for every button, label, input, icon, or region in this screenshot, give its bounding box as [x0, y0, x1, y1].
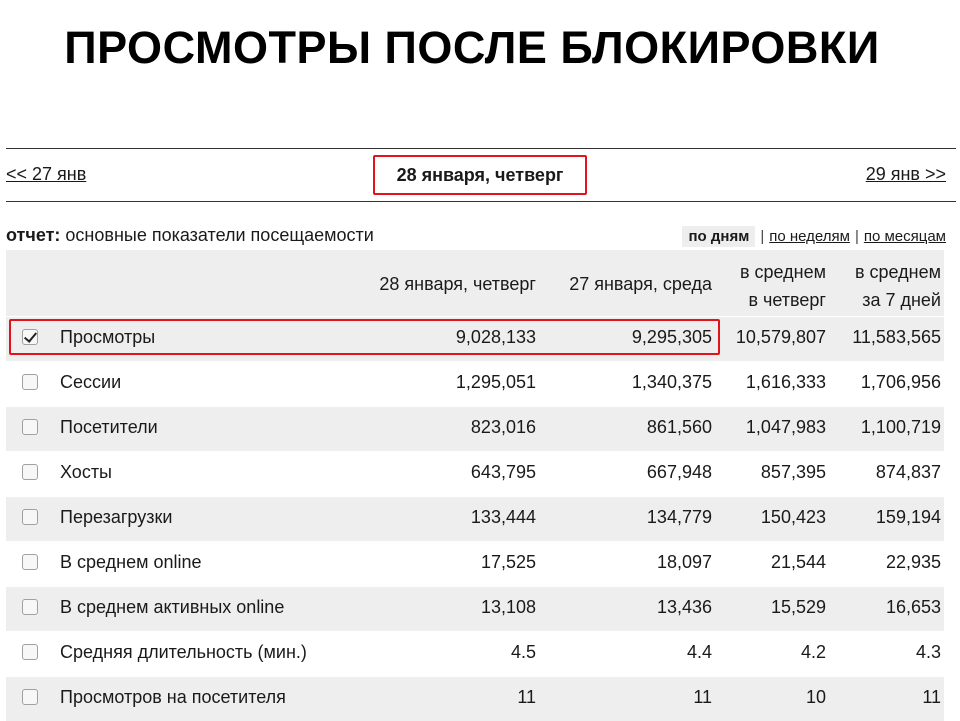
- header-col-avg-7days: в среднем за 7 дней: [826, 258, 941, 314]
- value-today: 643,795: [470, 462, 536, 482]
- table-body: Просмотры 9,028,133 9,295,305 10,579,807 11,…: [6, 317, 944, 721]
- value-avg-7days: 4.3: [915, 642, 941, 662]
- value-avg-7days: 11: [922, 687, 941, 707]
- value-yesterday: 13,436: [656, 597, 712, 617]
- header-col-today: 28 января, четверг: [379, 274, 536, 294]
- metric-label: Просмотров на посетителя: [60, 687, 286, 707]
- value-yesterday: 134,779: [646, 507, 712, 527]
- value-today: 133,444: [470, 507, 536, 527]
- next-day-link[interactable]: 29 янв >>: [865, 164, 946, 184]
- value-avg-7days: 874,837: [875, 462, 941, 482]
- table-row: Перезагрузки 133,444 134,779 150,423 159,194: [6, 497, 944, 541]
- period-weeks-link[interactable]: по неделям: [769, 228, 850, 245]
- value-avg-weekday: 10: [805, 687, 826, 707]
- value-yesterday: 18,097: [656, 552, 712, 572]
- value-avg-weekday: 1,047,983: [745, 417, 826, 437]
- value-avg-weekday: 15,529: [770, 597, 826, 617]
- period-switch: по дням | по неделям | по месяцам: [682, 226, 946, 247]
- value-today: 9,028,133: [455, 327, 536, 347]
- metric-label: Сессии: [60, 372, 122, 392]
- row-checkbox[interactable]: [22, 644, 38, 660]
- header-col-avg-weekday-line2: в четверг: [748, 290, 826, 310]
- period-separator: |: [854, 228, 859, 245]
- row-checkbox[interactable]: [22, 599, 38, 615]
- slide-title: ПРОСМОТРЫ ПОСЛЕ БЛОКИРОВКИ: [64, 22, 880, 73]
- table-row: Хосты 643,795 667,948 857,395 874,837: [6, 452, 944, 496]
- stats-table: 28 января, четверг 27 января, среда в ср…: [6, 250, 944, 721]
- value-avg-weekday: 857,395: [760, 462, 826, 482]
- value-avg-7days: 159,194: [875, 507, 941, 527]
- period-separator: |: [760, 228, 765, 245]
- row-checkbox[interactable]: [22, 554, 38, 570]
- metric-label: Хосты: [60, 462, 112, 482]
- value-yesterday: 667,948: [646, 462, 712, 482]
- value-avg-weekday: 1,616,333: [745, 372, 826, 392]
- report-caption: отчет: основные показатели посещаемости: [6, 225, 374, 246]
- row-checkbox[interactable]: [22, 509, 38, 525]
- value-avg-7days: 1,706,956: [860, 372, 941, 392]
- table-row: Сессии 1,295,051 1,340,375 1,616,333 1,706,9…: [6, 362, 944, 406]
- value-avg-weekday: 150,423: [760, 507, 826, 527]
- metric-label: В среднем активных online: [60, 597, 285, 617]
- row-checkbox[interactable]: [22, 374, 38, 390]
- header-col-avg-weekday-line1: в среднем: [739, 262, 826, 282]
- metric-label: Перезагрузки: [60, 507, 173, 527]
- value-avg-weekday: 21,544: [770, 552, 826, 572]
- date-navigation: << 27 янв 28 января, четверг 29 янв >>: [6, 148, 956, 202]
- value-today: 17,525: [480, 552, 536, 572]
- table-row: В среднем активных online 13,108 13,436 15,…: [6, 587, 944, 631]
- value-avg-7days: 22,935: [885, 552, 941, 572]
- value-avg-weekday: 4.2: [800, 642, 826, 662]
- prev-day-link[interactable]: << 27 янв: [6, 164, 87, 184]
- table-row: В среднем online 17,525 18,097 21,544 22,935: [6, 542, 944, 586]
- period-months-link[interactable]: по месяцам: [863, 228, 946, 245]
- value-avg-weekday: 10,579,807: [735, 327, 826, 347]
- header-col-avg-7days-line2: за 7 дней: [862, 290, 941, 310]
- header-col-avg-weekday: в среднем в четверг: [712, 258, 826, 314]
- value-avg-7days: 16,653: [885, 597, 941, 617]
- table-row: Посетители 823,016 861,560 1,047,983 1,100,7…: [6, 407, 944, 451]
- report-label: отчет:: [6, 225, 61, 245]
- value-yesterday: 9,295,305: [631, 327, 712, 347]
- current-date-label: 28 января, четверг: [373, 155, 587, 195]
- value-today: 1,295,051: [455, 372, 536, 392]
- header-col-avg-7days-line1: в среднем: [854, 262, 941, 282]
- table-row: Просмотров на посетителя 11 11 10 11: [6, 677, 944, 721]
- row-checkbox[interactable]: [22, 419, 38, 435]
- value-yesterday: 1,340,375: [631, 372, 712, 392]
- value-today: 823,016: [470, 417, 536, 437]
- value-avg-7days: 1,100,719: [860, 417, 941, 437]
- value-today: 4.5: [510, 642, 536, 662]
- row-checkbox[interactable]: [22, 464, 38, 480]
- metric-label: В среднем online: [60, 552, 202, 572]
- metric-label: Просмотры: [60, 327, 156, 347]
- report-name: основные показатели посещаемости: [65, 225, 374, 245]
- table-header: 28 января, четверг 27 января, среда в ср…: [6, 250, 944, 316]
- metric-label: Средняя длительность (мин.): [60, 642, 307, 662]
- value-today: 11: [517, 687, 536, 707]
- value-yesterday: 11: [693, 687, 712, 707]
- value-yesterday: 861,560: [646, 417, 712, 437]
- table-row: Просмотры 9,028,133 9,295,305 10,579,807 11,…: [6, 317, 944, 361]
- value-today: 13,108: [480, 597, 536, 617]
- period-days-active: по дням: [682, 226, 756, 247]
- metric-label: Посетители: [60, 417, 158, 437]
- header-col-yesterday: 27 января, среда: [569, 274, 712, 294]
- table-row: Средняя длительность (мин.) 4.5 4.4 4.2 4.3: [6, 632, 944, 676]
- value-avg-7days: 11,583,565: [852, 327, 941, 347]
- row-checkbox[interactable]: [22, 329, 38, 345]
- value-yesterday: 4.4: [686, 642, 712, 662]
- row-checkbox[interactable]: [22, 689, 38, 705]
